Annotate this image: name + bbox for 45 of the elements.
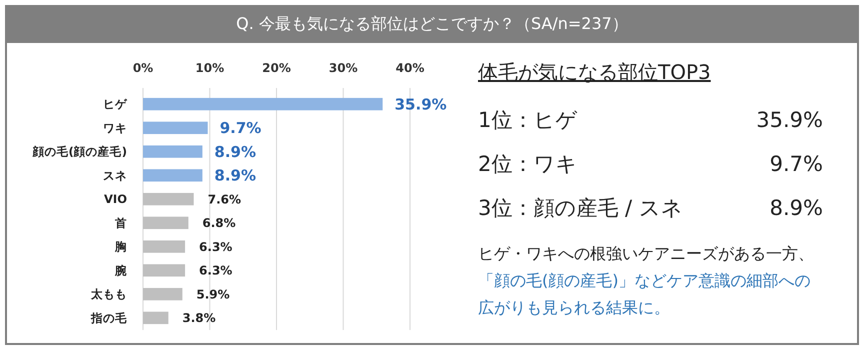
data-label: 8.9% xyxy=(214,142,256,161)
text: 8.9% xyxy=(770,195,823,222)
x-tick-label: 20% xyxy=(262,61,291,75)
chart-title: Q. 今最も気になる部位はどこですか？（SA/n=237） xyxy=(5,5,859,43)
bar xyxy=(143,169,202,182)
x-tick-label: 10% xyxy=(195,61,224,75)
bar xyxy=(143,98,383,110)
data-label: 6.8% xyxy=(202,216,236,230)
y-tick-label: 顔の毛(顔の産毛) xyxy=(31,144,127,159)
bar xyxy=(143,240,186,253)
data-label: 7.6% xyxy=(208,192,242,206)
y-tick-label: 首 xyxy=(114,216,127,230)
data-label: 6.3% xyxy=(199,240,232,254)
x-tick-label: 40% xyxy=(396,61,424,75)
text: 2位：ワキ xyxy=(478,151,578,178)
y-tick-label: 胸 xyxy=(114,240,127,254)
data-label: 9.7% xyxy=(220,119,262,138)
text: 35.9% xyxy=(756,107,823,134)
y-tick-label: 腕 xyxy=(114,263,127,278)
bar xyxy=(143,192,194,206)
text: 9.7% xyxy=(770,151,823,178)
bar xyxy=(143,288,182,300)
y-tick-label: VIO xyxy=(104,192,128,206)
bar xyxy=(143,312,168,324)
text: ヒゲ・ワキへの根強いケアニーズがある一方、 xyxy=(478,244,814,263)
y-tick-label: スネ xyxy=(103,168,127,182)
y-tick-label: 指の毛 xyxy=(90,310,128,325)
data-label: 35.9% xyxy=(394,95,447,114)
bar xyxy=(143,122,208,134)
bar xyxy=(143,216,188,230)
bar xyxy=(143,264,186,277)
bar xyxy=(143,145,202,158)
text: 1位：ヒゲ xyxy=(478,107,578,134)
y-tick-label: 太もも xyxy=(90,287,127,302)
text: 「顔の毛(顔の産毛)」などケア意識の細部への広がりも見られる結果に。 xyxy=(478,271,810,317)
data-label: 6.3% xyxy=(199,264,232,278)
x-tick-label: 0% xyxy=(132,61,154,75)
data-label: 8.9% xyxy=(214,166,256,185)
text: 3位：顔の産毛 / スネ xyxy=(478,195,683,222)
y-tick-label: ワキ xyxy=(103,120,127,135)
text: 体毛が気になる部位TOP3 xyxy=(478,59,712,86)
data-label: 3.8% xyxy=(182,311,216,326)
x-tick-label: 30% xyxy=(328,61,358,75)
data-label: 5.9% xyxy=(196,287,230,302)
y-tick-label: ヒゲ xyxy=(103,97,128,112)
